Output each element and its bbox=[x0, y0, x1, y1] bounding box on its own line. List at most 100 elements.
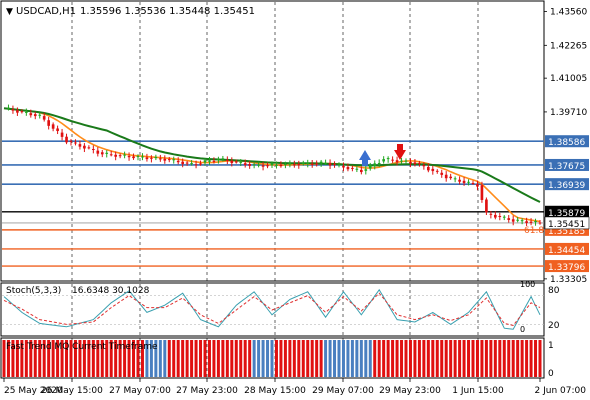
time-tick-label: 26 May 15:00 bbox=[41, 386, 103, 396]
candle-body bbox=[92, 148, 95, 150]
candle-body bbox=[239, 161, 243, 163]
candle-body bbox=[315, 163, 318, 165]
histogram-bar bbox=[145, 340, 149, 377]
time-tick-label: 29 May 23:00 bbox=[379, 386, 441, 396]
dropdown-triangle-icon[interactable]: ▼ bbox=[6, 7, 13, 17]
candle-body bbox=[275, 164, 278, 166]
candle-body bbox=[364, 169, 368, 171]
histogram-bar bbox=[467, 340, 471, 377]
level-tag bbox=[545, 135, 589, 148]
candle-body bbox=[20, 111, 24, 113]
time-tick-label: 25 May 2020 bbox=[4, 386, 63, 396]
histogram-bar bbox=[33, 340, 37, 377]
histogram-bar bbox=[525, 340, 529, 377]
candle-body bbox=[243, 163, 247, 165]
stoch-label: Stoch(5,3,3) bbox=[6, 286, 61, 296]
time-tick-label: 27 May 23:00 bbox=[176, 386, 238, 396]
candle-body bbox=[324, 162, 327, 164]
current-price-tag bbox=[544, 216, 590, 230]
candle-body bbox=[485, 199, 488, 213]
stoch-main-line bbox=[3, 288, 541, 330]
candle-body bbox=[190, 163, 193, 165]
candle-body bbox=[476, 184, 479, 187]
sell-arrow-icon bbox=[394, 144, 406, 160]
candle-body bbox=[395, 160, 399, 163]
histogram-bar bbox=[516, 340, 520, 377]
histogram-bar bbox=[42, 340, 46, 377]
candle-body bbox=[172, 159, 176, 161]
histogram-bar bbox=[422, 340, 426, 377]
candle-body bbox=[208, 160, 211, 162]
histogram-bar bbox=[176, 340, 180, 377]
level-tag bbox=[545, 158, 589, 171]
candle-body bbox=[301, 162, 305, 164]
histogram-bar bbox=[230, 340, 234, 377]
candle-body bbox=[109, 154, 113, 156]
histogram-bar bbox=[507, 340, 511, 377]
histogram-bar bbox=[444, 340, 448, 377]
candle-body bbox=[60, 132, 64, 137]
price-tick-label: 1.43560 bbox=[550, 8, 587, 18]
histogram-bar bbox=[453, 340, 457, 377]
symbol-label: USDCAD,H1 bbox=[16, 6, 76, 17]
time-tick-label: 28 May 15:00 bbox=[244, 386, 306, 396]
candle-body bbox=[520, 220, 524, 222]
candle-body bbox=[74, 142, 77, 144]
histogram-bar bbox=[292, 340, 296, 377]
histogram-bar bbox=[167, 340, 171, 377]
candle-body bbox=[297, 164, 301, 166]
histogram-bar bbox=[328, 340, 332, 377]
price-tick-label: 1.41005 bbox=[550, 74, 587, 84]
histogram-bar bbox=[283, 340, 287, 377]
histogram-bar bbox=[386, 340, 390, 377]
histogram-bar bbox=[163, 340, 167, 377]
candle-body bbox=[502, 216, 506, 218]
histogram-bar bbox=[105, 340, 109, 377]
candle-body bbox=[163, 158, 167, 161]
histogram-bar bbox=[359, 340, 363, 377]
candle-body bbox=[181, 161, 184, 164]
histogram-bar bbox=[78, 340, 82, 377]
candle-body bbox=[471, 182, 475, 184]
candle-body bbox=[11, 109, 15, 111]
candle-body bbox=[462, 180, 466, 184]
histogram-bar bbox=[38, 340, 42, 377]
histogram-bar bbox=[136, 340, 140, 377]
candle-body bbox=[270, 163, 274, 166]
candle-body bbox=[114, 154, 117, 157]
time-tick-label: 27 May 07:00 bbox=[109, 386, 171, 396]
candle-body bbox=[176, 160, 180, 163]
candle-body bbox=[333, 163, 336, 165]
candle-body bbox=[368, 164, 372, 169]
candle-body bbox=[534, 221, 537, 223]
candle-body bbox=[413, 162, 417, 164]
histogram-bar bbox=[73, 340, 77, 377]
histogram-bar bbox=[520, 340, 524, 377]
candle-body bbox=[38, 114, 42, 116]
candle-body bbox=[132, 156, 135, 159]
histogram-bar bbox=[368, 340, 372, 377]
candle-body bbox=[328, 163, 332, 166]
histogram-bar bbox=[319, 340, 323, 377]
price-axis-labels: 1.38586 1.37675 1.36939 1.35879 1.35185 1.344… bbox=[544, 8, 590, 285]
histogram-bar bbox=[377, 340, 381, 377]
histogram-bar bbox=[118, 340, 122, 377]
candle-body bbox=[444, 174, 448, 179]
vertical-grid bbox=[71, 2, 479, 378]
histogram-bar bbox=[56, 340, 60, 377]
candle-body bbox=[154, 156, 158, 159]
candle-body bbox=[480, 185, 484, 200]
candle-body bbox=[467, 181, 470, 183]
histogram-bar bbox=[15, 340, 19, 377]
level-tag bbox=[545, 178, 589, 191]
level-tag-text: 1.37675 bbox=[548, 162, 585, 172]
histogram-bar bbox=[315, 340, 319, 377]
candle-body bbox=[100, 152, 104, 155]
candle-body bbox=[293, 164, 296, 166]
candle-body bbox=[306, 162, 310, 164]
stoch-level-20: 20 bbox=[548, 321, 560, 331]
candle-body bbox=[427, 166, 430, 171]
stoch-level-80: 80 bbox=[548, 286, 560, 296]
candle-body bbox=[355, 168, 359, 170]
